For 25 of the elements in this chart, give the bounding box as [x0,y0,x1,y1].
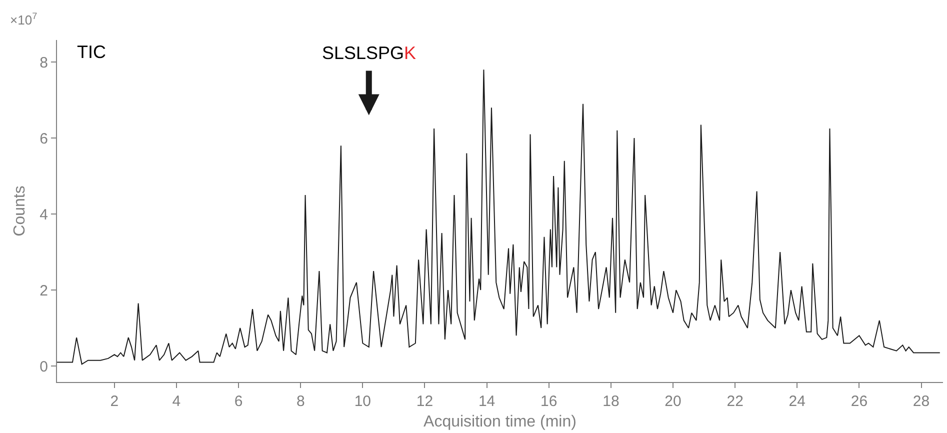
y-tick-label: 6 [40,130,48,148]
y-tick-label: 4 [40,206,48,224]
text: ×10$^{7}$ [10,11,38,28]
x-tick-label: 4 [172,393,181,410]
y-axis-title: Counts [12,186,29,236]
line-series [57,69,940,365]
x-tick-label: 12 [416,393,434,410]
x-tick-label: 26 [850,393,868,410]
x-tick-label: 6 [234,393,243,410]
x-tick-label: 20 [664,393,682,410]
x-tick-label: 2 [110,393,119,410]
annotation: SLSLSPGK [322,43,416,63]
y-tick-label: 8 [40,54,48,72]
x-tick-label: 8 [296,393,305,410]
x-tick-label: 14 [478,393,496,410]
x-axis-title: Acquisition time (min) [424,414,576,431]
annotation: TIC [77,42,106,62]
x-tick-label: 24 [788,393,806,410]
x-tick-label: 16 [540,393,558,410]
x-tick-label: 28 [912,393,930,410]
x-tick-label: 22 [726,393,744,410]
y-tick-label: 0 [40,358,48,376]
y-tick-label: 2 [40,282,48,300]
x-tick-label: 10 [354,393,372,410]
x-tick-label: 18 [602,393,620,410]
